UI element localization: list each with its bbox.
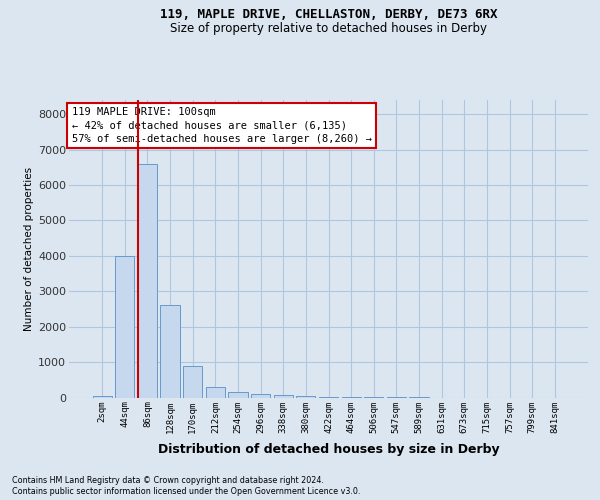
Bar — [296, 396, 316, 398]
Bar — [274, 396, 293, 398]
Bar — [92, 396, 112, 398]
Y-axis label: Number of detached properties: Number of detached properties — [24, 166, 34, 331]
Text: Contains public sector information licensed under the Open Government Licence v3: Contains public sector information licen… — [12, 487, 361, 496]
Bar — [160, 306, 180, 398]
Text: Size of property relative to detached houses in Derby: Size of property relative to detached ho… — [170, 22, 487, 35]
Bar — [251, 394, 270, 398]
Text: 119 MAPLE DRIVE: 100sqm
← 42% of detached houses are smaller (6,135)
57% of semi: 119 MAPLE DRIVE: 100sqm ← 42% of detache… — [71, 108, 371, 144]
Text: Distribution of detached houses by size in Derby: Distribution of detached houses by size … — [158, 442, 500, 456]
Text: 119, MAPLE DRIVE, CHELLASTON, DERBY, DE73 6RX: 119, MAPLE DRIVE, CHELLASTON, DERBY, DE7… — [160, 8, 497, 20]
Bar — [115, 256, 134, 398]
Bar — [229, 392, 248, 398]
Text: Contains HM Land Registry data © Crown copyright and database right 2024.: Contains HM Land Registry data © Crown c… — [12, 476, 324, 485]
Bar — [183, 366, 202, 398]
Bar — [138, 164, 157, 398]
Bar — [319, 397, 338, 398]
Bar — [206, 387, 225, 398]
